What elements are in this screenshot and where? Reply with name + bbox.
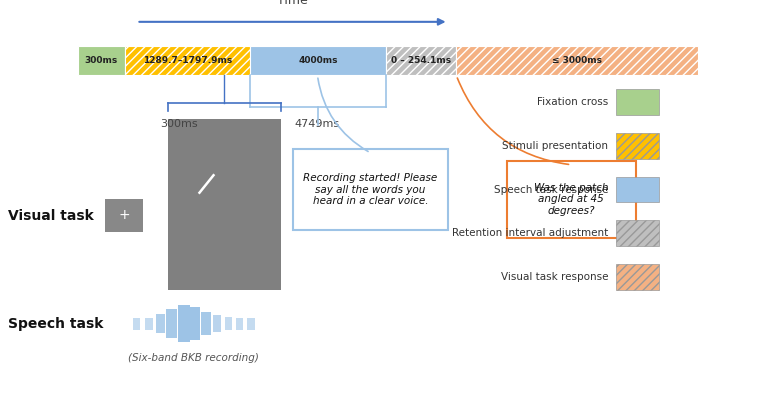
FancyBboxPatch shape [292, 149, 448, 230]
Bar [616, 220, 659, 246]
Text: Was the patch
angled at 45
degrees?: Was the patch angled at 45 degrees? [534, 183, 608, 216]
Text: 4749ms: 4749ms [295, 119, 340, 129]
Bar [178, 305, 190, 342]
Text: Visual task: Visual task [8, 209, 94, 224]
Text: Retention interval adjustment: Retention interval adjustment [452, 228, 608, 238]
Bar [616, 133, 659, 159]
Bar [201, 312, 211, 335]
Bar [190, 306, 200, 341]
Text: 300ms: 300ms [161, 119, 198, 129]
Text: 0 – 254.1ms: 0 – 254.1ms [391, 56, 452, 65]
Text: Visual task response: Visual task response [501, 272, 608, 282]
Bar [168, 119, 281, 290]
Bar [105, 198, 143, 232]
Text: Speech task: Speech task [8, 316, 103, 331]
Text: ≤ 3000ms: ≤ 3000ms [552, 56, 602, 65]
Text: Time: Time [277, 0, 308, 7]
Bar [616, 89, 659, 115]
Bar [616, 177, 659, 202]
Bar [225, 317, 232, 330]
Bar [145, 318, 153, 330]
Bar [247, 318, 255, 330]
FancyBboxPatch shape [507, 161, 636, 238]
Text: Fixation cross: Fixation cross [537, 97, 608, 107]
Text: Speech task response: Speech task response [494, 185, 608, 195]
Text: Stimuli presentation: Stimuli presentation [502, 141, 608, 151]
Bar [166, 309, 177, 338]
Bar [78, 46, 125, 75]
Bar [616, 264, 659, 290]
Bar [213, 315, 221, 332]
Bar [386, 46, 456, 75]
Text: 4000ms: 4000ms [298, 56, 338, 65]
Bar [250, 46, 386, 75]
Text: Recording started! Please
say all the words you
heard in a clear voice.: Recording started! Please say all the wo… [303, 173, 438, 206]
Text: 300ms: 300ms [85, 56, 118, 65]
Bar [456, 46, 698, 75]
Text: +: + [119, 208, 129, 222]
Bar [125, 46, 250, 75]
Bar [156, 314, 165, 333]
Bar [236, 318, 243, 330]
Text: (Six-band BKB recording): (Six-band BKB recording) [128, 353, 259, 363]
Text: 1289.7–1797.9ms: 1289.7–1797.9ms [143, 56, 232, 65]
Bar [133, 318, 140, 330]
